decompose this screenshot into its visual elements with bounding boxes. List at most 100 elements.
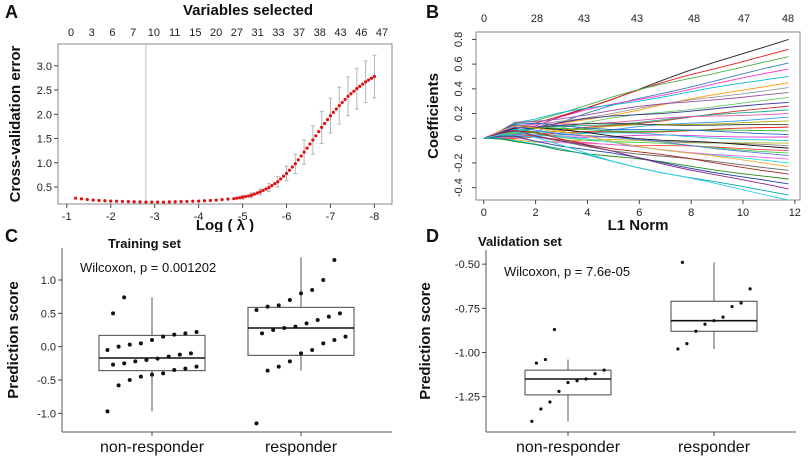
y-tick-label: -1.25: [455, 392, 480, 404]
y-tick-label: -1.00: [455, 347, 480, 359]
cv-error-point: [364, 80, 368, 84]
top-tick-label: 11: [169, 27, 180, 39]
data-point: [161, 371, 166, 376]
cv-error-point: [325, 118, 330, 122]
top-tick-label: 37: [293, 27, 305, 39]
top-tick-label: 27: [231, 27, 243, 39]
data-point: [552, 327, 557, 332]
coefficient-path: [483, 134, 789, 201]
top-tick-label: 28: [531, 13, 543, 25]
data-point: [530, 419, 534, 423]
cv-error-point: [328, 114, 333, 118]
data-point: [271, 328, 276, 332]
y-tick-label: -0.5: [37, 375, 56, 387]
x-tick-label: -2: [106, 211, 116, 223]
plot-frame: [57, 43, 393, 205]
data-point: [172, 332, 177, 337]
cv-error-point: [273, 182, 277, 186]
top-tick-label: 38: [314, 27, 326, 39]
cv-error-point: [317, 129, 321, 134]
x-tick-label: -7: [326, 211, 336, 223]
coefficient-path: [483, 56, 789, 139]
y-tick-label: -0.50: [455, 259, 480, 271]
cv-error-point: [97, 198, 101, 203]
top-tick-label: 15: [189, 27, 201, 39]
data-point: [602, 368, 606, 372]
cv-error-point: [252, 192, 256, 196]
y-tick-label: 0.0: [41, 342, 56, 354]
top-tick-label: 7: [130, 27, 136, 39]
x-tick-label: -5: [238, 211, 248, 223]
box-iqr: [247, 306, 355, 356]
top-tick-label: 10: [148, 27, 160, 39]
data-point: [105, 348, 110, 352]
chart-b-coefficient-paths: 0 28 43 43 48 47 48 0 2 4 6 8 10 12 -0.4 -0.2 0 0.2 0.4 0.6…: [425, 13, 801, 232]
data-point: [276, 364, 281, 369]
cv-error-point: [287, 168, 292, 172]
data-point: [543, 357, 548, 362]
data-point: [343, 334, 348, 339]
data-point: [748, 287, 752, 291]
y-tick-label: -1.0: [37, 408, 56, 420]
cv-error-point: [352, 89, 356, 93]
data-point: [539, 407, 543, 411]
cv-error-point: [337, 103, 341, 108]
cv-error-point: [150, 200, 154, 204]
chart-d-validation-boxplot: Validation set Wilcoxon, p = 7.6e-05 -1.25…: [417, 234, 796, 456]
data-point: [111, 311, 116, 316]
cv-error-point: [220, 198, 224, 202]
data-point: [133, 359, 138, 364]
top-tick-label: 43: [578, 13, 590, 25]
data-point: [680, 260, 684, 264]
data-point: [177, 352, 182, 357]
data-point: [254, 308, 259, 312]
data-point: [183, 331, 188, 336]
data-point: [265, 368, 270, 373]
top-tick-label: 0: [68, 27, 74, 39]
cv-error-point: [276, 180, 280, 184]
x-tick-label: -6: [282, 211, 292, 223]
top-tick-label: 6: [109, 27, 115, 39]
coefficient-path: [483, 126, 789, 156]
x-tick-label: 6: [636, 207, 642, 219]
cv-error-point: [279, 177, 283, 181]
top-tick-label: 20: [210, 27, 222, 39]
data-point: [332, 258, 337, 262]
wilcoxon-annotation: Wilcoxon, p = 7.6e-05: [504, 264, 630, 279]
x-tick-label: 12: [789, 207, 801, 219]
cv-error-point: [361, 82, 365, 86]
cv-error-point: [372, 74, 377, 79]
y-tick-label: 3.0: [37, 61, 52, 73]
cv-error-point: [120, 199, 125, 204]
cv-error-point: [358, 84, 362, 88]
data-point: [730, 304, 734, 309]
coefficient-path: [483, 127, 789, 149]
y-axis-label: Prediction score: [5, 281, 22, 399]
x-tick-label: -3: [150, 211, 160, 223]
top-tick-label: 3: [89, 27, 95, 39]
cv-error-point: [243, 194, 248, 199]
data-point: [332, 338, 337, 342]
coefficient-path: [483, 122, 789, 139]
cv-error-point: [343, 97, 347, 102]
cv-error-point: [305, 146, 309, 150]
x-tick-label: 2: [533, 207, 539, 219]
chart-title: Variables selected: [183, 2, 313, 19]
y-tick-label: 2.5: [37, 85, 52, 97]
data-point: [548, 400, 552, 404]
data-point: [172, 368, 177, 372]
data-point: [116, 344, 121, 349]
top-tick-label: 47: [376, 27, 388, 39]
y-tick-label: -0.2: [453, 153, 465, 172]
coefficient-path: [483, 135, 789, 185]
data-point: [116, 383, 121, 388]
x-tick-label: 8: [688, 207, 694, 219]
cv-error-point: [355, 87, 359, 91]
data-point: [138, 374, 143, 379]
data-point: [337, 311, 342, 316]
box-iqr: [670, 300, 758, 332]
x-tick-label: -1: [62, 211, 72, 223]
y-tick-label: 0.2: [453, 106, 465, 121]
data-point: [265, 304, 270, 309]
data-point: [127, 342, 132, 347]
